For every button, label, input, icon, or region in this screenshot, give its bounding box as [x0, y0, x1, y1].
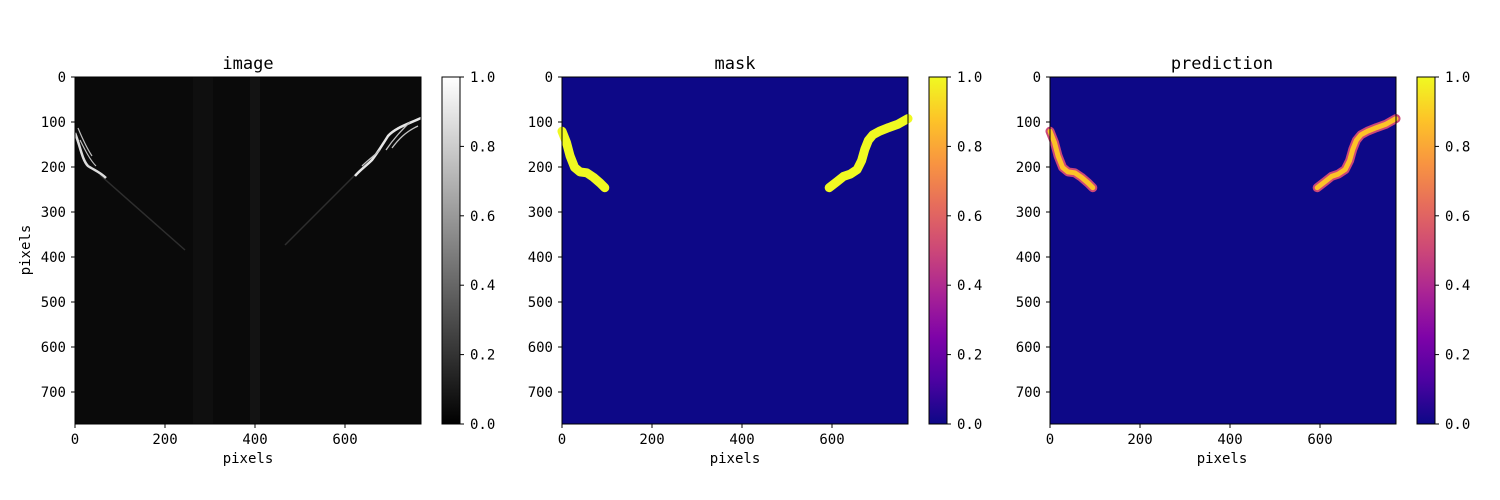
y-tick-label: 600: [1016, 340, 1041, 356]
prediction-curve-left: [1047, 128, 1096, 191]
heatmap-frame: [561, 76, 909, 425]
y-tick-label: 100: [41, 115, 66, 131]
panel-prediction: prediction 0 200 400 600 pixels: [1016, 54, 1471, 467]
x-axis-title: pixels: [1197, 451, 1248, 467]
colorbar-tick-label: 0.4: [470, 278, 495, 294]
panel-title: prediction: [1171, 54, 1273, 74]
x-axis: 0 200 400 600 pixels: [1046, 424, 1333, 467]
panel-title: mask: [715, 54, 756, 74]
vessel-left-branch: [77, 127, 97, 167]
x-tick-label: 600: [332, 432, 357, 448]
panel-mask: mask 0 200 400 600 pixels: [528, 54, 983, 467]
colorbar-tick-label: 0.6: [957, 209, 982, 225]
colorbar-tick-label: 1.0: [470, 70, 495, 86]
heatmap-background: [1050, 77, 1396, 424]
y-tick-label: 200: [528, 160, 553, 176]
mask-curve-right: [824, 114, 913, 193]
colorbar-plasma: 0.0 0.2 0.4 0.6 0.8 1.0: [928, 70, 982, 433]
y-tick-label: 400: [1016, 250, 1041, 266]
panel-image: image 0 200 400 600 pixels: [18, 54, 495, 467]
x-axis-title: pixels: [710, 451, 761, 467]
panel-title: image: [222, 54, 273, 74]
heatmap-frame: [1049, 76, 1397, 425]
colorbar-tick-label: 0.8: [957, 139, 982, 155]
y-axis-title: pixels: [18, 225, 34, 276]
y-tick-label: 300: [41, 205, 66, 221]
x-tick-label: 200: [152, 432, 177, 448]
y-tick-label: 700: [528, 385, 553, 401]
colorbar-tick-label: 0.2: [957, 348, 982, 364]
y-tick-label: 400: [41, 250, 66, 266]
y-tick-label: 500: [41, 295, 66, 311]
x-tick-label: 600: [1307, 432, 1332, 448]
y-axis: 0 100 200 300 400 500 600 700: [1016, 70, 1050, 401]
colorbar-tick-label: 0.6: [470, 209, 495, 225]
heatmap-plot-area: [1045, 77, 1401, 424]
y-tick-label: 500: [1016, 295, 1041, 311]
vessel-right: [354, 116, 422, 177]
colorbar-gradient: [441, 76, 461, 425]
y-tick-label: 0: [545, 70, 553, 86]
y-tick-label: 100: [528, 115, 553, 131]
colorbar-tick-label: 0.0: [957, 417, 982, 433]
colorbar-tick-label: 0.4: [1445, 278, 1470, 294]
y-axis: 0 100 200 300 400 500 600 700 pixels: [18, 70, 75, 401]
mask-curve-left: [557, 126, 610, 193]
vessel-right-branch: [361, 121, 419, 167]
y-tick-label: 700: [1016, 385, 1041, 401]
faint-vessel-right: [284, 169, 361, 246]
prediction-curve-right: [1314, 116, 1399, 191]
faint-vessel-left: [99, 174, 186, 251]
colorbar-tick-label: 0.0: [470, 417, 495, 433]
x-tick-label: 0: [1046, 432, 1054, 448]
x-axis: 0 200 400 600 pixels: [558, 424, 845, 467]
x-tick-label: 0: [558, 432, 566, 448]
y-tick-label: 600: [41, 340, 66, 356]
colorbar-gradient: [1416, 76, 1436, 425]
x-tick-label: 400: [242, 432, 267, 448]
y-tick-label: 400: [528, 250, 553, 266]
heatmap-frame: [74, 76, 422, 425]
colorbar-tick-label: 0.8: [470, 139, 495, 155]
heatmap-background: [75, 77, 421, 424]
y-tick-label: 600: [528, 340, 553, 356]
x-tick-label: 400: [1217, 432, 1242, 448]
heatmap-plot-area: [557, 77, 913, 424]
y-tick-label: 200: [1016, 160, 1041, 176]
y-tick-label: 0: [1033, 70, 1041, 86]
colorbar-tick-label: 1.0: [957, 70, 982, 86]
colorbar-gradient: [928, 76, 948, 425]
x-tick-label: 200: [1127, 432, 1152, 448]
x-axis: 0 200 400 600 pixels: [71, 424, 358, 467]
y-tick-label: 300: [528, 205, 553, 221]
y-tick-label: 100: [1016, 115, 1041, 131]
vessel-left: [73, 132, 107, 179]
y-tick-label: 0: [58, 70, 66, 86]
center-streak-left: [193, 77, 213, 424]
colorbar-tick-label: 0.2: [470, 348, 495, 364]
x-axis-title: pixels: [223, 451, 274, 467]
y-tick-label: 500: [528, 295, 553, 311]
x-tick-label: 200: [639, 432, 664, 448]
colorbar-tick-label: 0.8: [1445, 139, 1470, 155]
y-axis: 0 100 200 300 400 500 600 700: [528, 70, 562, 401]
heatmap-plot-area: [73, 77, 422, 424]
y-tick-label: 200: [41, 160, 66, 176]
colorbar-plasma: 0.0 0.2 0.4 0.6 0.8 1.0: [1416, 70, 1470, 433]
y-tick-label: 700: [41, 385, 66, 401]
x-tick-label: 600: [819, 432, 844, 448]
colorbar-tick-label: 1.0: [1445, 70, 1470, 86]
colorbar-gray: 0.0 0.2 0.4 0.6 0.8 1.0: [441, 70, 495, 433]
center-streak-right: [250, 77, 260, 424]
y-tick-label: 300: [1016, 205, 1041, 221]
colorbar-tick-label: 0.4: [957, 278, 982, 294]
colorbar-tick-label: 0.6: [1445, 209, 1470, 225]
x-tick-label: 400: [729, 432, 754, 448]
colorbar-tick-label: 0.0: [1445, 417, 1470, 433]
colorbar-tick-label: 0.2: [1445, 348, 1470, 364]
heatmap-background: [562, 77, 908, 424]
x-tick-label: 0: [71, 432, 79, 448]
